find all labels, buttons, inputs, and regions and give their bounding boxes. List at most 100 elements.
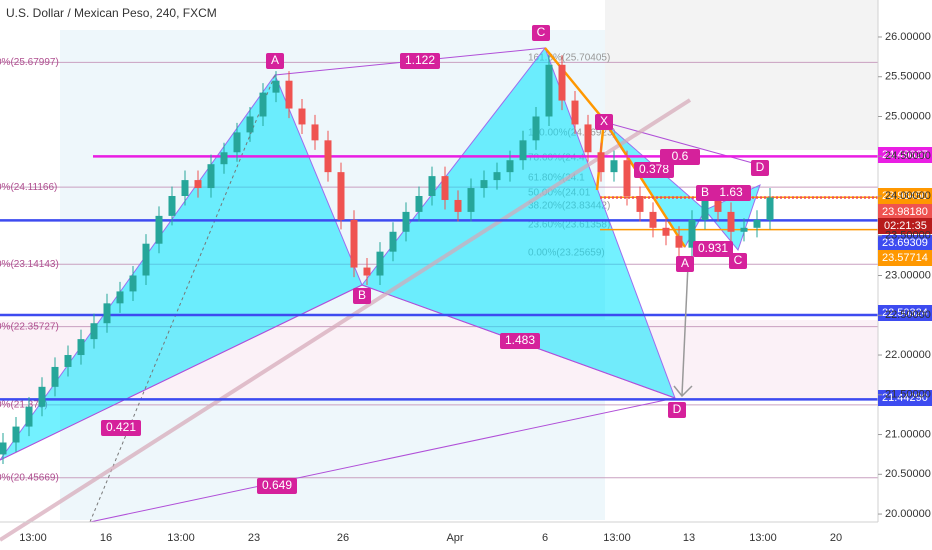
- ratio-label: 0.649: [262, 478, 292, 492]
- candle-body: [168, 195, 176, 216]
- y-tick-label: 26.00000: [885, 31, 931, 43]
- price-tag: [878, 235, 932, 251]
- candle-body: [532, 116, 540, 141]
- candle-body: [311, 124, 319, 141]
- candle-body: [324, 140, 332, 173]
- candle-body: [155, 215, 163, 244]
- candle-body: [337, 172, 345, 220]
- pattern-point: B: [701, 185, 709, 199]
- fib-label: 161.8%(25.70405): [528, 53, 610, 64]
- candle-body: [376, 251, 384, 276]
- y-tick-label: 20.00000: [885, 508, 931, 520]
- candle-body: [493, 172, 501, 181]
- y-tick-label: 22.00000: [885, 349, 931, 361]
- candle-body: [428, 176, 436, 196]
- candle-body: [220, 152, 228, 165]
- candle-body: [415, 195, 423, 212]
- candle-body: [25, 406, 33, 427]
- candle-body: [0, 442, 7, 455]
- pattern-point-box: [696, 185, 714, 201]
- ratio-label: 0.378: [639, 162, 669, 176]
- price-tag-label: 23.98450: [882, 190, 928, 202]
- pattern-point: A: [681, 256, 689, 270]
- candle-body: [714, 199, 722, 212]
- candle-body: [12, 426, 20, 443]
- candle-body: [545, 64, 553, 117]
- pattern-point-box: [751, 160, 769, 176]
- ratio-label-box: [101, 420, 141, 436]
- x-tick-label: 23: [248, 532, 260, 544]
- ratio-label-box: [634, 162, 674, 178]
- candle-body: [194, 180, 202, 189]
- candle-body: [675, 235, 683, 248]
- x-tick-label: 6: [542, 532, 548, 544]
- price-tag-label: 21.44290: [882, 392, 928, 404]
- fib-label: 0%(23.14143): [0, 259, 59, 270]
- candle-body: [636, 195, 644, 212]
- price-tag: [878, 250, 932, 266]
- candle-body: [116, 291, 124, 304]
- candle-body: [246, 116, 254, 133]
- candle-body: [103, 303, 111, 324]
- x-tick-label: 16: [100, 532, 112, 544]
- y-tick-label: 23.00000: [885, 269, 931, 281]
- pattern-point: B: [358, 288, 366, 302]
- arrow: [681, 264, 689, 396]
- ratio-label-box: [660, 149, 700, 165]
- candle-body: [454, 199, 462, 212]
- x-tick-label: 20: [830, 532, 842, 544]
- candle-body: [610, 160, 618, 173]
- candle-body: [272, 80, 280, 93]
- candle-body: [506, 160, 514, 173]
- fib-label: 0%(24.11166): [0, 182, 57, 193]
- candle-body: [571, 100, 579, 125]
- candle-body: [64, 355, 72, 367]
- dashed-line: [89, 74, 276, 523]
- candle-body: [480, 180, 488, 189]
- candle-body: [727, 211, 735, 232]
- candle-body: [363, 267, 371, 276]
- y-tick-label: 21.50000: [885, 389, 931, 401]
- y-tick-label: 24.50000: [885, 150, 931, 162]
- fib-label: 0%(21.373): [0, 400, 48, 411]
- ratio-label: 0.931: [698, 241, 728, 255]
- ratio-label: 0.6: [672, 149, 689, 163]
- ratio-label-box: [257, 478, 297, 494]
- y-tick-label: 25.50000: [885, 71, 931, 83]
- price-tag-label: 24.49827: [882, 149, 928, 161]
- arrow-head: [673, 385, 693, 398]
- ratio-label: 1.483: [505, 333, 535, 347]
- pattern-point: C: [537, 25, 546, 39]
- price-tag: [878, 204, 932, 220]
- candle-body: [597, 152, 605, 173]
- candle-body: [623, 160, 631, 196]
- pattern-point: A: [271, 53, 279, 67]
- candle-body: [753, 219, 761, 228]
- pattern-point: D: [756, 160, 765, 174]
- ratio-label: 1.63: [719, 185, 743, 199]
- candle-body: [129, 275, 137, 292]
- candle-body: [740, 227, 748, 232]
- pattern-point-box: [532, 25, 550, 41]
- candle-body: [233, 132, 241, 153]
- trend-line: [0, 98, 692, 542]
- price-tag-label: 22.50324: [882, 307, 928, 319]
- pattern-point: C: [734, 253, 743, 267]
- candle-body: [51, 366, 59, 387]
- orange-leg: [544, 47, 687, 248]
- price-tag: [878, 147, 932, 163]
- candle-body: [649, 211, 657, 228]
- pattern-point-box: [676, 256, 694, 272]
- chart-title: U.S. Dollar / Mexican Peso, 240, FXCM: [6, 6, 217, 20]
- price-tag: [878, 305, 932, 321]
- x-tick-label: 13:00: [749, 532, 777, 544]
- candle-body: [38, 386, 46, 407]
- pattern-point-box: [729, 253, 747, 269]
- x-tick-label: Apr: [446, 532, 463, 544]
- candle-body: [441, 176, 449, 200]
- y-tick-label: 21.00000: [885, 428, 931, 440]
- ratio-label-box: [500, 333, 540, 349]
- ratio-label: 0.421: [106, 420, 136, 434]
- candle-body: [701, 199, 709, 220]
- candle-body: [207, 164, 215, 189]
